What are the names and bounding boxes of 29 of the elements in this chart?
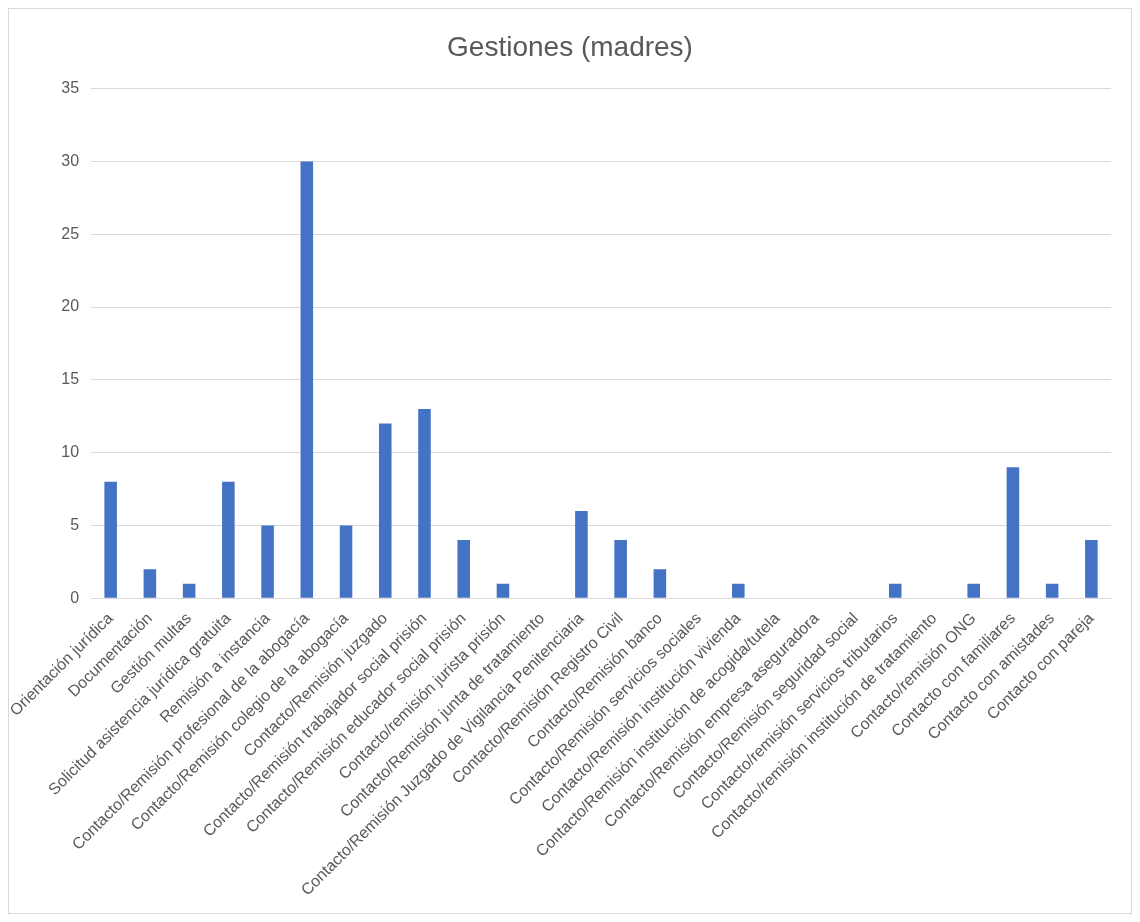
bar xyxy=(1006,467,1020,598)
y-tick-label: 10 xyxy=(61,443,80,461)
bar xyxy=(104,481,117,598)
bar xyxy=(261,525,274,598)
chart-title: Gestiones (madres) xyxy=(447,30,693,62)
bar xyxy=(888,583,902,598)
y-tick-label: 35 xyxy=(61,79,80,97)
bar xyxy=(418,408,431,598)
bar xyxy=(182,583,196,598)
bar xyxy=(1085,540,1098,598)
bar xyxy=(614,540,627,598)
bar xyxy=(496,583,510,598)
y-tick-label: 25 xyxy=(61,224,80,242)
bar xyxy=(967,583,980,598)
bar xyxy=(653,569,667,598)
y-tick-label: 15 xyxy=(61,370,80,388)
bar xyxy=(378,423,392,598)
bar xyxy=(143,569,157,598)
bar xyxy=(339,525,353,598)
bar xyxy=(732,583,745,598)
y-tick-label: 5 xyxy=(70,515,80,533)
y-tick-label: 0 xyxy=(70,588,80,606)
bar xyxy=(575,510,588,598)
bar xyxy=(457,540,470,598)
bar xyxy=(1045,583,1059,598)
y-tick-label: 20 xyxy=(61,297,80,315)
y-tick-label: 30 xyxy=(61,151,80,169)
bar xyxy=(300,161,314,598)
bar xyxy=(222,481,235,598)
